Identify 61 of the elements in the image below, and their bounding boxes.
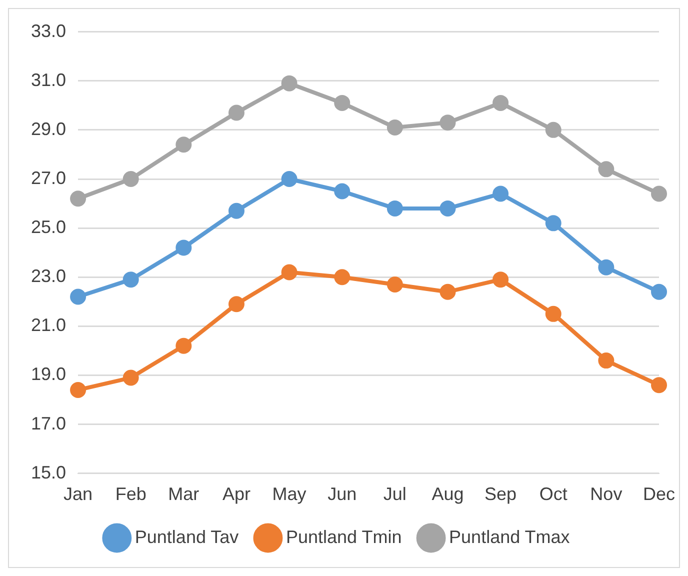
point: [545, 306, 562, 322]
point: [440, 200, 456, 216]
y-tick-label: 21.0: [30, 315, 66, 336]
point: [598, 161, 614, 178]
x-tick-label: Aug: [432, 484, 464, 504]
y-tick-label: 29.0: [30, 118, 66, 139]
y-tick-label: 33.0: [30, 20, 66, 41]
x-tick-label: Feb: [115, 484, 146, 504]
x-tick-label: Nov: [590, 484, 622, 504]
x-tick-label: Mar: [168, 484, 200, 504]
y-tick-label: 23.0: [30, 266, 66, 286]
point: [492, 272, 509, 288]
legend-label: Puntland Tmin: [286, 526, 402, 547]
x-tick-label: May: [272, 484, 306, 504]
point: [651, 284, 667, 300]
legend-label: Puntland Tmax: [449, 526, 570, 547]
point: [651, 377, 667, 394]
point: [281, 264, 298, 280]
point: [176, 136, 192, 153]
point: [228, 202, 244, 219]
x-tick-label: Sep: [484, 484, 517, 504]
point: [598, 259, 614, 276]
point: [492, 94, 509, 111]
point: [386, 119, 403, 136]
y-tick-label: 27.0: [30, 168, 66, 188]
point: [545, 122, 562, 138]
point: [176, 338, 192, 354]
point: [122, 272, 139, 288]
x-tick-label: Jun: [328, 484, 357, 504]
point: [440, 284, 456, 300]
point: [334, 269, 350, 286]
point: [70, 382, 86, 398]
x-tick-label: Dec: [642, 484, 676, 504]
point: [651, 186, 667, 202]
y-tick-label: 17.0: [30, 413, 66, 434]
point: [70, 288, 86, 305]
point: [598, 352, 614, 369]
point: [492, 186, 509, 202]
point: [122, 370, 139, 386]
y-tick-label: 31.0: [30, 70, 66, 90]
legend-label: Puntland Tav: [134, 526, 239, 547]
point: [228, 104, 244, 121]
x-tick-label: Jul: [383, 484, 406, 504]
x-tick-label: Jan: [64, 484, 93, 504]
y-tick-label: 15.0: [30, 462, 66, 482]
point: [176, 240, 192, 256]
x-tick-label: Oct: [539, 484, 568, 504]
point: [122, 171, 139, 187]
y-tick-label: 25.0: [30, 217, 66, 238]
point: [281, 171, 298, 187]
point: [334, 183, 350, 200]
x-tick-label: Apr: [222, 484, 250, 504]
point: [334, 94, 350, 111]
point: [70, 190, 86, 207]
point: [281, 75, 298, 92]
point: [386, 200, 403, 216]
point: [545, 215, 562, 232]
point: [386, 276, 403, 292]
point: [440, 114, 456, 131]
y-tick-label: 19.0: [30, 364, 66, 384]
point: [228, 296, 244, 312]
